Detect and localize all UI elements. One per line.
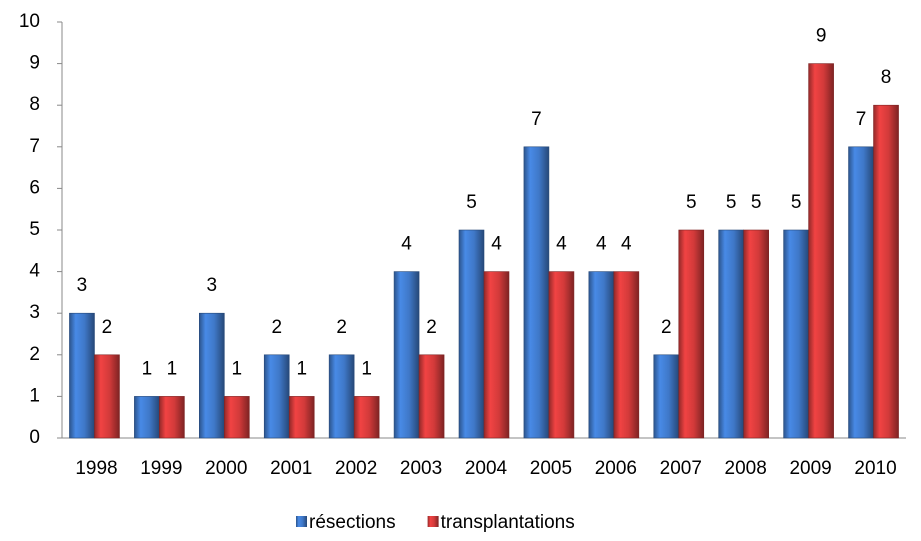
bar [328, 354, 355, 439]
y-tick-label: 0 [29, 427, 40, 448]
data-label: 2 [271, 317, 282, 338]
bar [678, 229, 705, 439]
data-label: 4 [491, 234, 502, 255]
data-label: 7 [531, 109, 542, 130]
bar [783, 229, 809, 439]
data-label: 5 [726, 192, 737, 213]
bar [353, 396, 380, 439]
bar [199, 312, 225, 439]
y-tick-label: 6 [29, 177, 40, 198]
legend-swatch [427, 516, 439, 527]
bar [458, 229, 485, 439]
data-label: 5 [466, 192, 477, 213]
x-tick-label: 2008 [725, 458, 767, 479]
data-label: 1 [232, 358, 243, 379]
y-tick-label: 8 [29, 94, 40, 115]
data-label: 2 [102, 317, 113, 338]
data-label: 2 [661, 317, 672, 338]
data-label: 1 [361, 358, 372, 379]
y-tick-label: 5 [29, 219, 40, 240]
legend-swatch [296, 516, 307, 527]
data-label: 3 [207, 275, 218, 296]
bar [848, 146, 874, 439]
y-tick-label: 4 [29, 261, 40, 282]
bar [483, 271, 510, 439]
x-tick-label: 2003 [400, 458, 442, 479]
bar [94, 354, 120, 439]
x-tick-label: 2009 [789, 458, 831, 479]
x-tick-label: 2007 [660, 458, 702, 479]
data-label: 5 [686, 192, 697, 213]
x-tick-label: 1999 [140, 458, 182, 479]
bar [743, 229, 769, 439]
x-tick-label: 2004 [465, 458, 508, 479]
bar [548, 271, 575, 439]
data-label: 5 [751, 192, 762, 213]
bar [263, 354, 290, 439]
bar [288, 396, 315, 439]
legend-label: résections [309, 512, 396, 533]
data-label: 2 [336, 317, 347, 338]
bar [873, 104, 899, 439]
y-tick-label: 9 [29, 53, 40, 74]
data-label: 4 [621, 234, 632, 255]
data-label: 4 [556, 234, 567, 255]
data-label: 2 [426, 317, 437, 338]
y-tick-label: 1 [29, 385, 40, 406]
bar [393, 271, 420, 439]
x-tick-label: 2002 [335, 458, 377, 479]
y-tick-label: 10 [19, 11, 40, 32]
x-tick-label: 2001 [270, 458, 312, 479]
bar [718, 229, 744, 439]
data-label: 5 [791, 192, 802, 213]
data-label: 1 [167, 358, 178, 379]
x-tick-label: 2000 [205, 458, 247, 479]
data-label: 7 [856, 109, 867, 130]
x-tick-label: 2006 [595, 458, 637, 479]
y-tick-label: 2 [29, 344, 40, 365]
bar [653, 354, 680, 439]
bar [588, 271, 615, 439]
data-label: 4 [596, 234, 607, 255]
bar [613, 271, 640, 439]
bar [418, 354, 445, 439]
data-label: 1 [142, 358, 153, 379]
bar [523, 146, 550, 439]
data-label: 8 [881, 67, 892, 88]
data-label: 1 [296, 358, 307, 379]
y-tick-label: 3 [29, 302, 40, 323]
bar [159, 396, 185, 439]
data-label: 3 [77, 275, 88, 296]
bar [224, 396, 250, 439]
y-tick-label: 7 [29, 136, 40, 157]
x-tick-label: 1998 [75, 458, 117, 479]
bar [69, 312, 95, 439]
legend-label: transplantations [441, 512, 575, 533]
bar [134, 396, 160, 439]
x-tick-label: 2010 [854, 458, 896, 479]
data-label: 4 [401, 234, 412, 255]
bar [808, 63, 834, 439]
x-tick-label: 2005 [530, 458, 572, 479]
data-label: 9 [816, 26, 827, 47]
